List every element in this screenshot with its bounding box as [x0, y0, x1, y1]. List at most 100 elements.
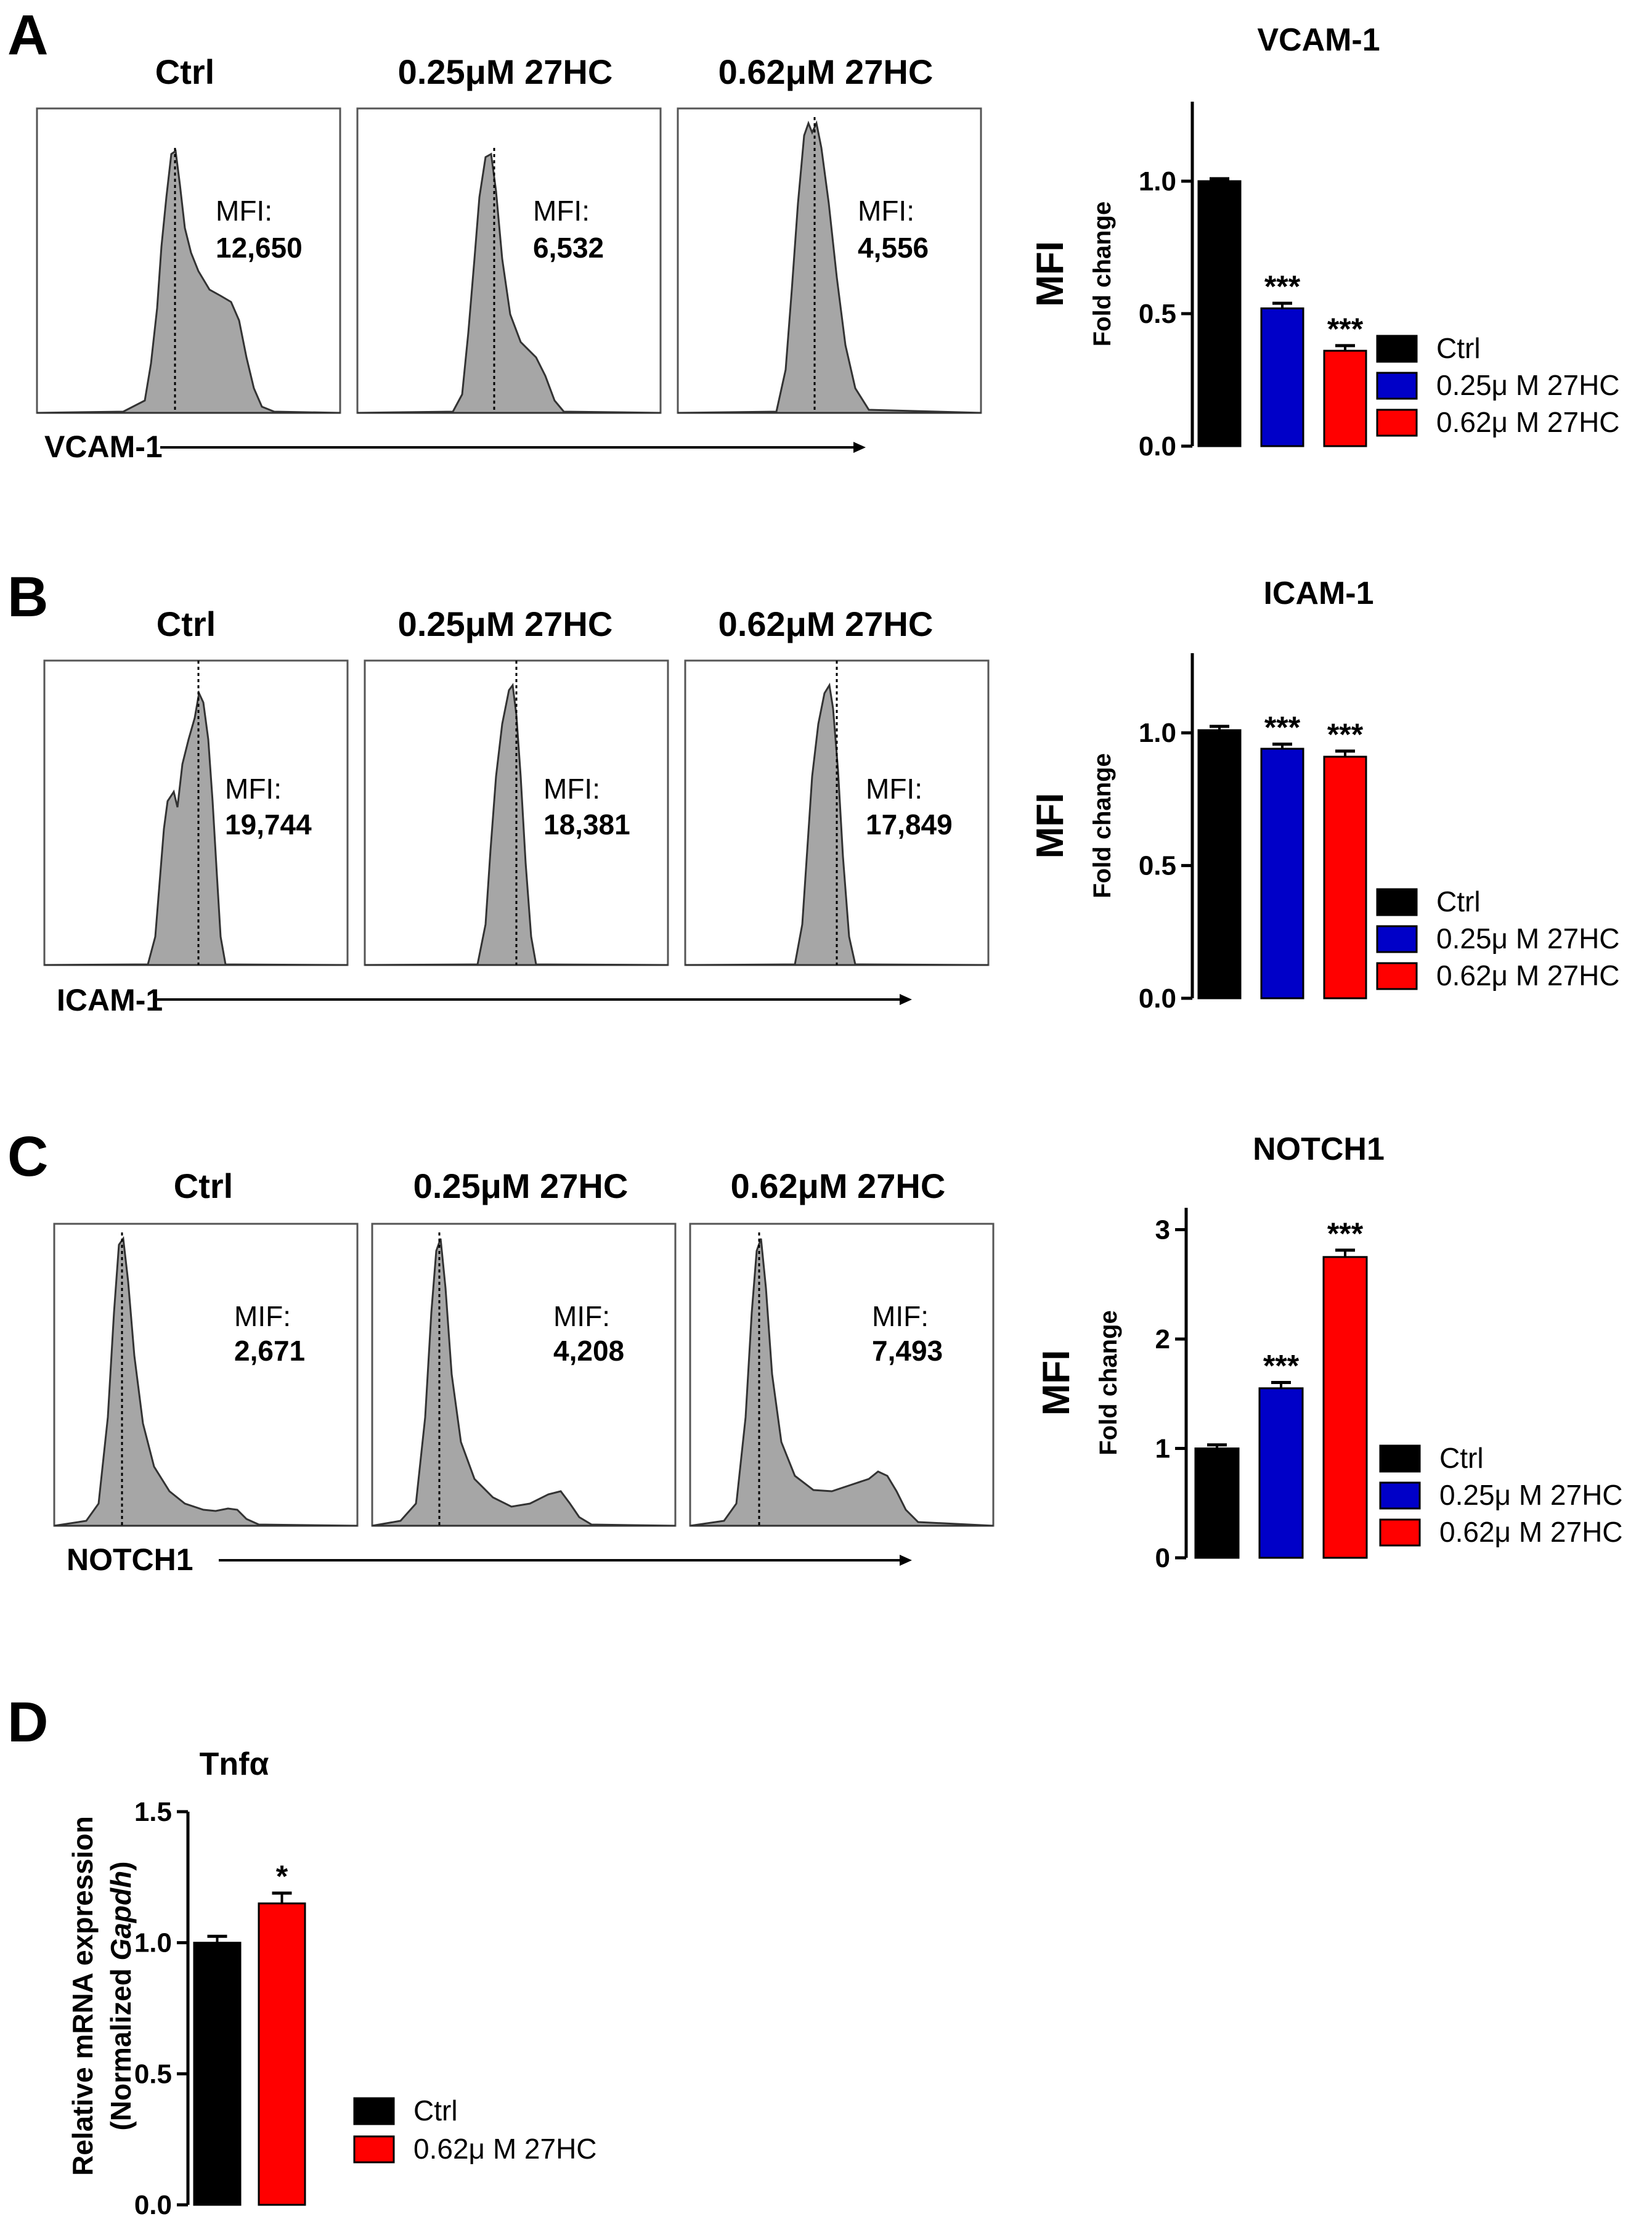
mfi-value: 6,532: [533, 232, 604, 264]
legend-label: 0.25μ M 27HC: [1436, 369, 1620, 401]
y-tick-label: 1: [1155, 1434, 1170, 1464]
histogram-curve: [685, 682, 989, 966]
y-axis-sublabel-gene: Gapdh: [105, 1871, 137, 1961]
legend-label: 0.25μ M 27HC: [1439, 1479, 1623, 1511]
vcam1-bar-chart: VCAM-1 0.0 0.5 1.0 MFI Fold change *** *** Ctrl 0…: [1029, 22, 1620, 462]
histogram-curve: [44, 690, 348, 966]
y-tick-label: 0.5: [1139, 851, 1176, 881]
axis-arrowhead: [900, 1555, 912, 1566]
histogram-curve: [36, 149, 341, 414]
histogram-curve: [372, 1238, 676, 1527]
mfi-value: 19,744: [225, 808, 312, 841]
condition-title: 0.25μM 27HC: [413, 1167, 629, 1205]
y-axis-sublabel: Fold change: [1089, 753, 1116, 898]
tnfa-bar-chart: Tnfα 0.0 0.5 1.0 1.5 Relative mRNA expression…: [67, 1746, 597, 2219]
legend-swatch: [1376, 888, 1418, 916]
mfi-value: 18,381: [543, 808, 630, 841]
bar-0: [1194, 1447, 1240, 1559]
histogram-curve: [54, 1236, 358, 1527]
legend-swatch: [353, 2135, 395, 2164]
y-axis-sublabel: Fold change: [1095, 1310, 1122, 1456]
bar-0: [193, 1942, 242, 2206]
y-tick-label: 0: [1155, 1543, 1170, 1573]
legend-label: Ctrl: [413, 2095, 458, 2127]
bar-0: [1197, 729, 1242, 1000]
y-tick-label: 0.0: [1139, 983, 1176, 1014]
condition-title: Ctrl: [157, 605, 216, 643]
bar-2: [1323, 349, 1367, 447]
panel-letter-c: C: [7, 1125, 48, 1188]
mfi-value: 4,556: [858, 232, 929, 264]
y-axis-label: Relative mRNA expression: [67, 1816, 99, 2176]
mfi-value: 12,650: [216, 232, 303, 264]
legend-label: Ctrl: [1436, 886, 1481, 918]
axis-arrowhead: [900, 994, 912, 1005]
chart-title: ICAM-1: [1263, 576, 1373, 611]
y-tick-label: 1.0: [1139, 718, 1176, 748]
condition-title: Ctrl: [155, 52, 214, 91]
histogram-frame: [689, 1223, 995, 1527]
condition-title: Ctrl: [174, 1167, 233, 1205]
mfi-value: 7,493: [872, 1335, 943, 1367]
axis-marker-label: ICAM-1: [57, 983, 163, 1017]
mfi-label: MIF:: [234, 1300, 291, 1332]
legend-swatch: [1379, 1444, 1421, 1473]
mfi-value: 4,208: [553, 1335, 624, 1367]
legend-label: 0.62μ M 27HC: [1436, 406, 1620, 438]
significance-marker: ***: [1327, 1216, 1364, 1251]
panel-b-histograms: Ctrl 0.25μM 27HC 0.62μM 27HC MFI: 19,744…: [43, 605, 990, 1017]
legend-swatch: [1376, 409, 1418, 437]
mfi-value: 17,849: [866, 808, 953, 841]
y-tick-label: 0.5: [134, 2059, 172, 2089]
bar-1: [1258, 1387, 1304, 1559]
histogram-curve: [677, 120, 982, 414]
bar-2: [1323, 755, 1367, 1000]
mfi-label: MIF:: [553, 1300, 610, 1332]
legend-label: 0.25μ M 27HC: [1436, 922, 1620, 955]
mfi-label: MFI:: [533, 195, 590, 227]
mfi-label: MFI:: [543, 773, 600, 805]
mfi-label: MIF:: [872, 1300, 929, 1332]
histogram-curve: [357, 152, 661, 414]
y-tick-label: 1.5: [134, 1797, 172, 1827]
mfi-value: 2,671: [234, 1335, 305, 1367]
legend-swatch: [1376, 925, 1418, 953]
bar-1: [1260, 747, 1304, 1000]
y-axis-sublabel: (Normalized Gapdh): [105, 1861, 137, 2130]
mfi-label: MFI:: [866, 773, 922, 805]
significance-marker: ***: [1264, 269, 1301, 304]
icam1-bar-chart: ICAM-1 0.0 0.5 1.0 MFI Fold change *** *** Ctrl 0…: [1029, 576, 1620, 1014]
axis-marker-label: VCAM-1: [44, 430, 163, 464]
histogram-curve: [364, 683, 669, 966]
legend-label: Ctrl: [1439, 1442, 1484, 1474]
legend-swatch: [1379, 1481, 1421, 1510]
y-tick-label: 0.0: [1139, 431, 1176, 462]
axis-marker-label: NOTCH1: [67, 1542, 193, 1577]
legend-label: Ctrl: [1436, 332, 1481, 364]
condition-title: 0.62μM 27HC: [718, 605, 934, 643]
chart-title: NOTCH1: [1253, 1131, 1385, 1167]
legend-swatch: [1376, 962, 1418, 990]
y-axis-label: MFI: [1029, 241, 1072, 307]
panel-c-histograms: Ctrl 0.25μM 27HC 0.62μM 27HC MIF: 2,671 …: [53, 1167, 995, 1577]
mfi-label: MFI:: [858, 195, 914, 227]
y-axis-sublabel: Fold change: [1089, 202, 1116, 347]
mfi-label: MFI:: [225, 773, 282, 805]
condition-title: 0.62μM 27HC: [731, 1167, 946, 1205]
chart-title: Tnfα: [200, 1746, 269, 1782]
histogram-curve: [690, 1238, 994, 1527]
significance-marker: ***: [1327, 312, 1364, 346]
y-tick-label: 1.0: [134, 1928, 172, 1958]
y-axis-label: MFI: [1029, 793, 1072, 859]
y-tick-label: 2: [1155, 1324, 1170, 1354]
legend-swatch: [1376, 335, 1418, 363]
y-tick-label: 3: [1155, 1215, 1170, 1245]
legend-label: 0.62μ M 27HC: [1439, 1516, 1623, 1548]
significance-marker: *: [276, 1859, 288, 1894]
chart-title: VCAM-1: [1257, 22, 1380, 58]
legend-swatch: [1379, 1518, 1421, 1547]
condition-title: 0.25μM 27HC: [398, 52, 613, 91]
panel-a-histograms: Ctrl 0.25μM 27HC 0.62μM 27HC MFI: 12,650…: [36, 52, 982, 464]
legend-swatch: [353, 2097, 395, 2125]
y-tick-label: 0.0: [134, 2190, 172, 2219]
